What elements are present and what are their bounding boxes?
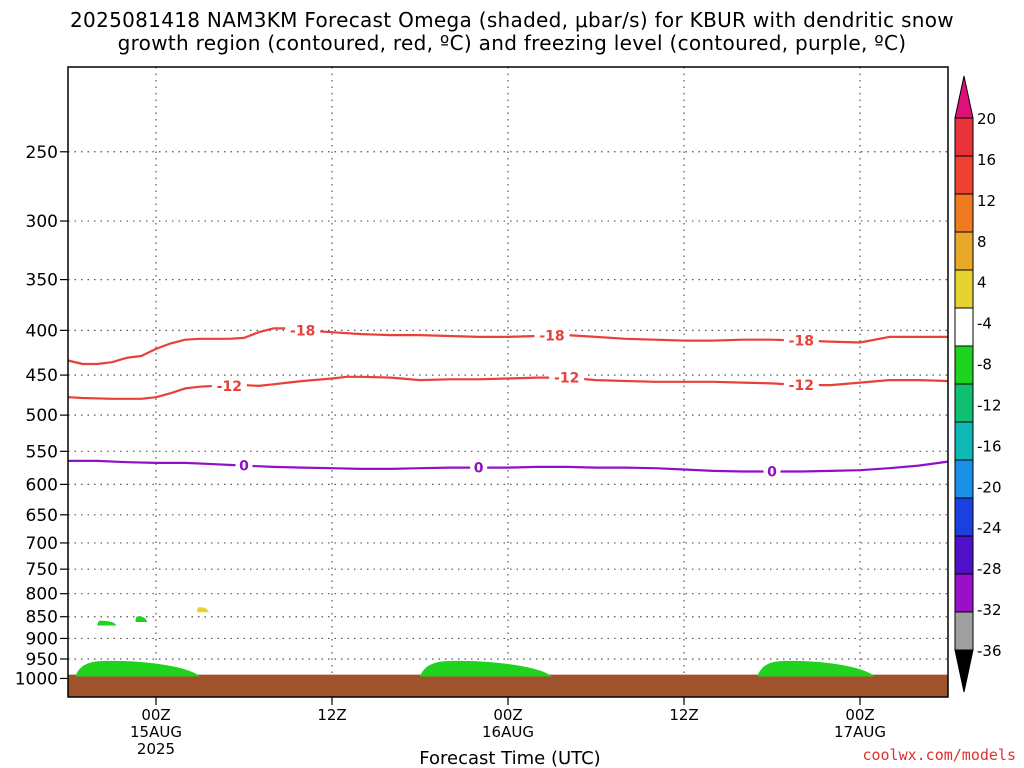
y-tick-label: 550: [26, 442, 58, 462]
colorbar-label: -16: [977, 437, 1002, 455]
contour-line-minus12: [67, 375, 949, 400]
x-tick-label: 15AUG: [130, 723, 182, 741]
y-tick-label: 1000: [15, 669, 58, 689]
colorbar-top-arrow: [954, 75, 974, 119]
colorbar-bin: [954, 497, 974, 537]
colorbar-bin: [954, 459, 974, 499]
y-tick-label: 600: [26, 475, 58, 495]
contour-label: 0: [474, 461, 484, 477]
colorbar-bin: [954, 117, 974, 157]
chart-title-line-1: 2025081418 NAM3KM Forecast Omega (shaded…: [70, 8, 954, 32]
colorbar-bin: [954, 155, 974, 195]
contour-label: -12: [217, 379, 242, 395]
colorbar-bin: [954, 611, 974, 651]
colorbar-label: 12: [977, 192, 996, 210]
contour-label-bg: [549, 369, 585, 386]
contour-label-bg: [783, 332, 819, 349]
contour-label-bg: [285, 322, 321, 339]
y-tick-label: 250: [26, 143, 58, 163]
x-tick-label: 12Z: [317, 706, 346, 724]
shade-region-3: [97, 620, 117, 626]
colorbar-label: -20: [977, 478, 1002, 496]
shade-region-5: [197, 607, 209, 613]
shade-region-1: [420, 660, 552, 677]
contour-label: -18: [539, 329, 564, 345]
colorbar-label: 8: [977, 233, 987, 251]
y-tick-label: 400: [26, 321, 58, 341]
contour-label-bg: [783, 377, 819, 394]
colorbar-bin: [954, 573, 974, 613]
colorbar-label: 16: [977, 151, 996, 169]
contour-label-bg: [763, 463, 781, 480]
site-credit: coolwx.com/models: [862, 746, 1016, 764]
contour-label-bg: [235, 457, 253, 474]
colorbar-label: -12: [977, 396, 1002, 414]
contour-label: 0: [239, 459, 249, 475]
shade-region-2: [757, 660, 875, 677]
terrain-block: [68, 674, 948, 697]
contour-line-minus18: [67, 327, 948, 366]
terrain-fill: [68, 674, 948, 697]
colorbar-bin: [954, 269, 974, 309]
y-tick-label: 300: [26, 212, 58, 232]
y-tick-label: 350: [26, 271, 58, 291]
colorbar-bin: [954, 345, 974, 385]
colorbar: 20 16 12 8 4 -4 -8 -12 -16 -20 -24 -28 -32 -36: [954, 75, 1002, 693]
contour-label: -18: [789, 334, 814, 350]
colorbar-bin: [954, 193, 974, 233]
x-tick-label: 00Z: [493, 706, 522, 724]
y-tick-label: 700: [26, 534, 58, 554]
y-tick-label: 650: [26, 506, 58, 526]
contour-label-bg: [211, 377, 247, 394]
contour-label: -12: [554, 371, 579, 387]
contours: -18 -18 -18 -12 -12 -12 0 0 0: [67, 322, 949, 481]
x-tick-label: 17AUG: [834, 723, 886, 741]
colorbar-bin: [954, 535, 974, 575]
colorbar-label: -4: [977, 315, 992, 333]
x-tick-label: 12Z: [669, 706, 698, 724]
grid: [68, 67, 948, 697]
colorbar-label: 4: [977, 274, 987, 292]
colorbar-label: -32: [977, 601, 1002, 619]
x-tick-label: 2025: [137, 740, 175, 758]
colorbar-label: -24: [977, 519, 1002, 537]
y-tick-label: 500: [26, 406, 58, 426]
contour-line-0: [68, 459, 949, 473]
y-tick-label: 750: [26, 560, 58, 580]
colorbar-bin: [954, 421, 974, 461]
contour-label-bg: [534, 327, 570, 344]
chart-title-line-2: growth region (contoured, red, ºC) and f…: [117, 31, 907, 55]
x-tick-label: 00Z: [141, 706, 170, 724]
y-tick-label: 850: [26, 608, 58, 628]
x-tick-label: 16AUG: [482, 723, 534, 741]
y-tick-label: 450: [26, 366, 58, 386]
colorbar-label: 20: [977, 110, 996, 128]
shade-region-4: [135, 616, 148, 623]
y-tick-label: 900: [26, 629, 58, 649]
contour-label: 0: [767, 465, 777, 481]
y-axis: 2503003504004505005506006507007508008509…: [15, 143, 68, 689]
colorbar-bottom-arrow: [954, 649, 974, 693]
contour-label-bg: [470, 459, 488, 476]
colorbar-bin: [954, 307, 974, 347]
x-axis-label: Forecast Time (UTC): [419, 748, 600, 768]
y-tick-label: 800: [26, 585, 58, 605]
shade-region-0: [75, 660, 200, 677]
colorbar-label: -28: [977, 560, 1002, 578]
colorbar-label: -36: [977, 642, 1002, 660]
colorbar-bin: [954, 383, 974, 423]
omega-shading: [75, 607, 875, 677]
contour-label: -18: [290, 323, 315, 339]
colorbar-bin: [954, 231, 974, 271]
x-tick-label: 00Z: [845, 706, 874, 724]
contour-label: -12: [789, 378, 814, 394]
y-tick-label: 950: [26, 650, 58, 670]
colorbar-label: -8: [977, 356, 992, 374]
